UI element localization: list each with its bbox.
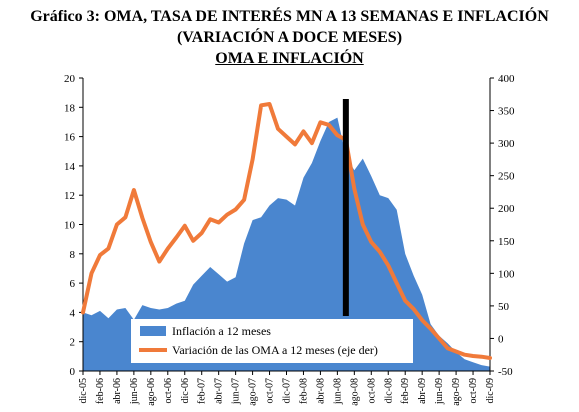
- x-tick-label: feb-09: [400, 378, 411, 404]
- inflation-area: [83, 117, 490, 371]
- right-tick-label: 350: [498, 106, 515, 118]
- left-tick-label: 6: [70, 278, 76, 290]
- right-tick-label: 400: [498, 73, 515, 85]
- left-tick-label: 8: [70, 249, 76, 261]
- left-tick-label: 10: [64, 220, 76, 232]
- x-tick-label: feb-07: [197, 378, 208, 404]
- left-tick-label: 2: [70, 337, 76, 349]
- right-tick-label: 50: [498, 301, 510, 313]
- left-tick-label: 4: [70, 307, 76, 319]
- x-tick-label: oct-06: [163, 378, 174, 404]
- right-tick-label: 300: [498, 138, 515, 150]
- chart-title-line1: Gráfico 3: OMA, TASA DE INTERÉS MN A 13 …: [30, 8, 549, 25]
- x-tick-label: jun-06: [129, 378, 140, 405]
- x-tick-label: jun-08: [332, 378, 343, 405]
- x-tick-label: ago-08: [349, 378, 360, 406]
- plot-area: 0 2 4 6 8 10 12 14 16 18 20 -50 0 50 100 150 200 250 300 35…: [64, 73, 515, 406]
- x-tick-label: oct-07: [265, 378, 276, 404]
- left-tick-label: 18: [64, 102, 76, 114]
- x-tick-label: dic-08: [383, 378, 394, 404]
- legend-label-inflation: Inflación a 12 meses: [172, 324, 271, 338]
- x-tick-label: dic-06: [180, 378, 191, 404]
- x-tick-label: ago-07: [248, 378, 259, 406]
- vertical-marker-bar: [342, 99, 349, 316]
- x-tick-label: abr-07: [214, 378, 225, 404]
- right-tick-label: 100: [498, 268, 515, 280]
- oma-line: [81, 102, 492, 360]
- legend-swatch-inflation: [140, 326, 166, 336]
- right-tick-label: -50: [498, 366, 513, 378]
- x-tick-label: dic-07: [282, 378, 293, 404]
- right-tick-label: 0: [498, 333, 504, 345]
- x-tick-label: jun-07: [231, 378, 242, 405]
- x-tick-label: abr-08: [315, 378, 326, 404]
- left-tick-label: 20: [64, 73, 76, 85]
- x-tick-label: ago-06: [146, 378, 157, 406]
- x-tick-label: abr-09: [417, 378, 428, 404]
- x-tick-label: feb-08: [298, 378, 309, 404]
- legend-box: [131, 319, 413, 363]
- left-tick-label: 14: [64, 161, 76, 173]
- right-tick-label: 150: [498, 236, 515, 248]
- left-tick-label: 12: [64, 190, 75, 202]
- x-tick-label: abr-06: [112, 378, 123, 404]
- legend-label-oma: Variación de las OMA a 12 meses (eje der…: [172, 343, 378, 357]
- x-tick-label: jun-09: [434, 378, 445, 405]
- x-tick-label: feb-06: [95, 378, 106, 404]
- left-tick-label: 0: [70, 366, 76, 378]
- x-tick-label: dic-09: [485, 378, 496, 404]
- right-tick-label: 200: [498, 203, 515, 215]
- x-tick-label: dic-05: [78, 378, 89, 404]
- chart-title-line3: OMA E INFLACIÓN: [215, 50, 364, 67]
- x-tick-label: oct-08: [366, 378, 377, 404]
- left-tick-label: 16: [64, 132, 76, 144]
- x-tick-label: ago-09: [451, 378, 462, 406]
- x-tick-label: oct-09: [468, 378, 479, 404]
- chart-title-line2: (VARIACIÓN A DOCE MESES): [176, 29, 403, 46]
- right-tick-label: 250: [498, 171, 515, 183]
